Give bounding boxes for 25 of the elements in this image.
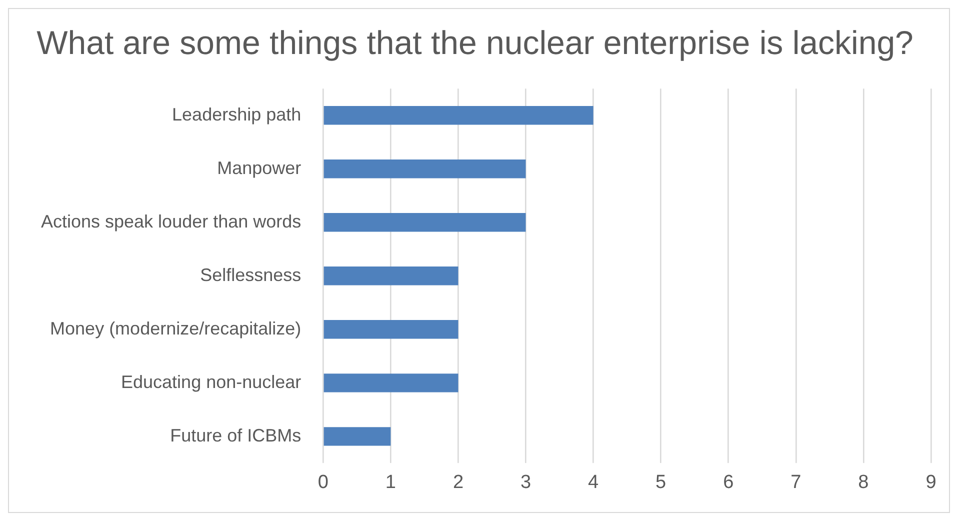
chart-title: What are some things that the nuclear enterprise is lacking?: [36, 24, 914, 61]
y-tick-label: Selflessness: [200, 264, 302, 285]
bar: [324, 213, 526, 232]
x-tick-label: 5: [656, 472, 666, 493]
x-tick-label: 9: [926, 472, 936, 493]
bar: [324, 320, 458, 339]
y-tick-label: Future of ICBMs: [170, 425, 302, 446]
y-tick-label: Educating non-nuclear: [121, 372, 302, 392]
x-tick-label: 7: [790, 472, 802, 493]
x-tick-label: 2: [452, 472, 464, 493]
x-tick-label: 0: [318, 472, 328, 493]
y-tick-label: Actions speak louder than words: [40, 211, 302, 232]
x-tick-label: 6: [723, 472, 734, 493]
y-tick-label: Leadership path: [172, 104, 302, 124]
x-tick-label: 3: [520, 472, 532, 493]
x-tick-label: 1: [385, 472, 396, 493]
bar: [324, 106, 594, 125]
bar: [324, 427, 391, 446]
x-tick-label: 4: [588, 472, 600, 493]
x-tick-label: 8: [858, 472, 869, 493]
y-tick-label: Manpower: [217, 158, 302, 178]
bar: [324, 266, 458, 286]
bar: [324, 160, 526, 178]
bar: [324, 374, 458, 392]
y-tick-label: Money (modernize/recapitalize): [50, 318, 302, 338]
